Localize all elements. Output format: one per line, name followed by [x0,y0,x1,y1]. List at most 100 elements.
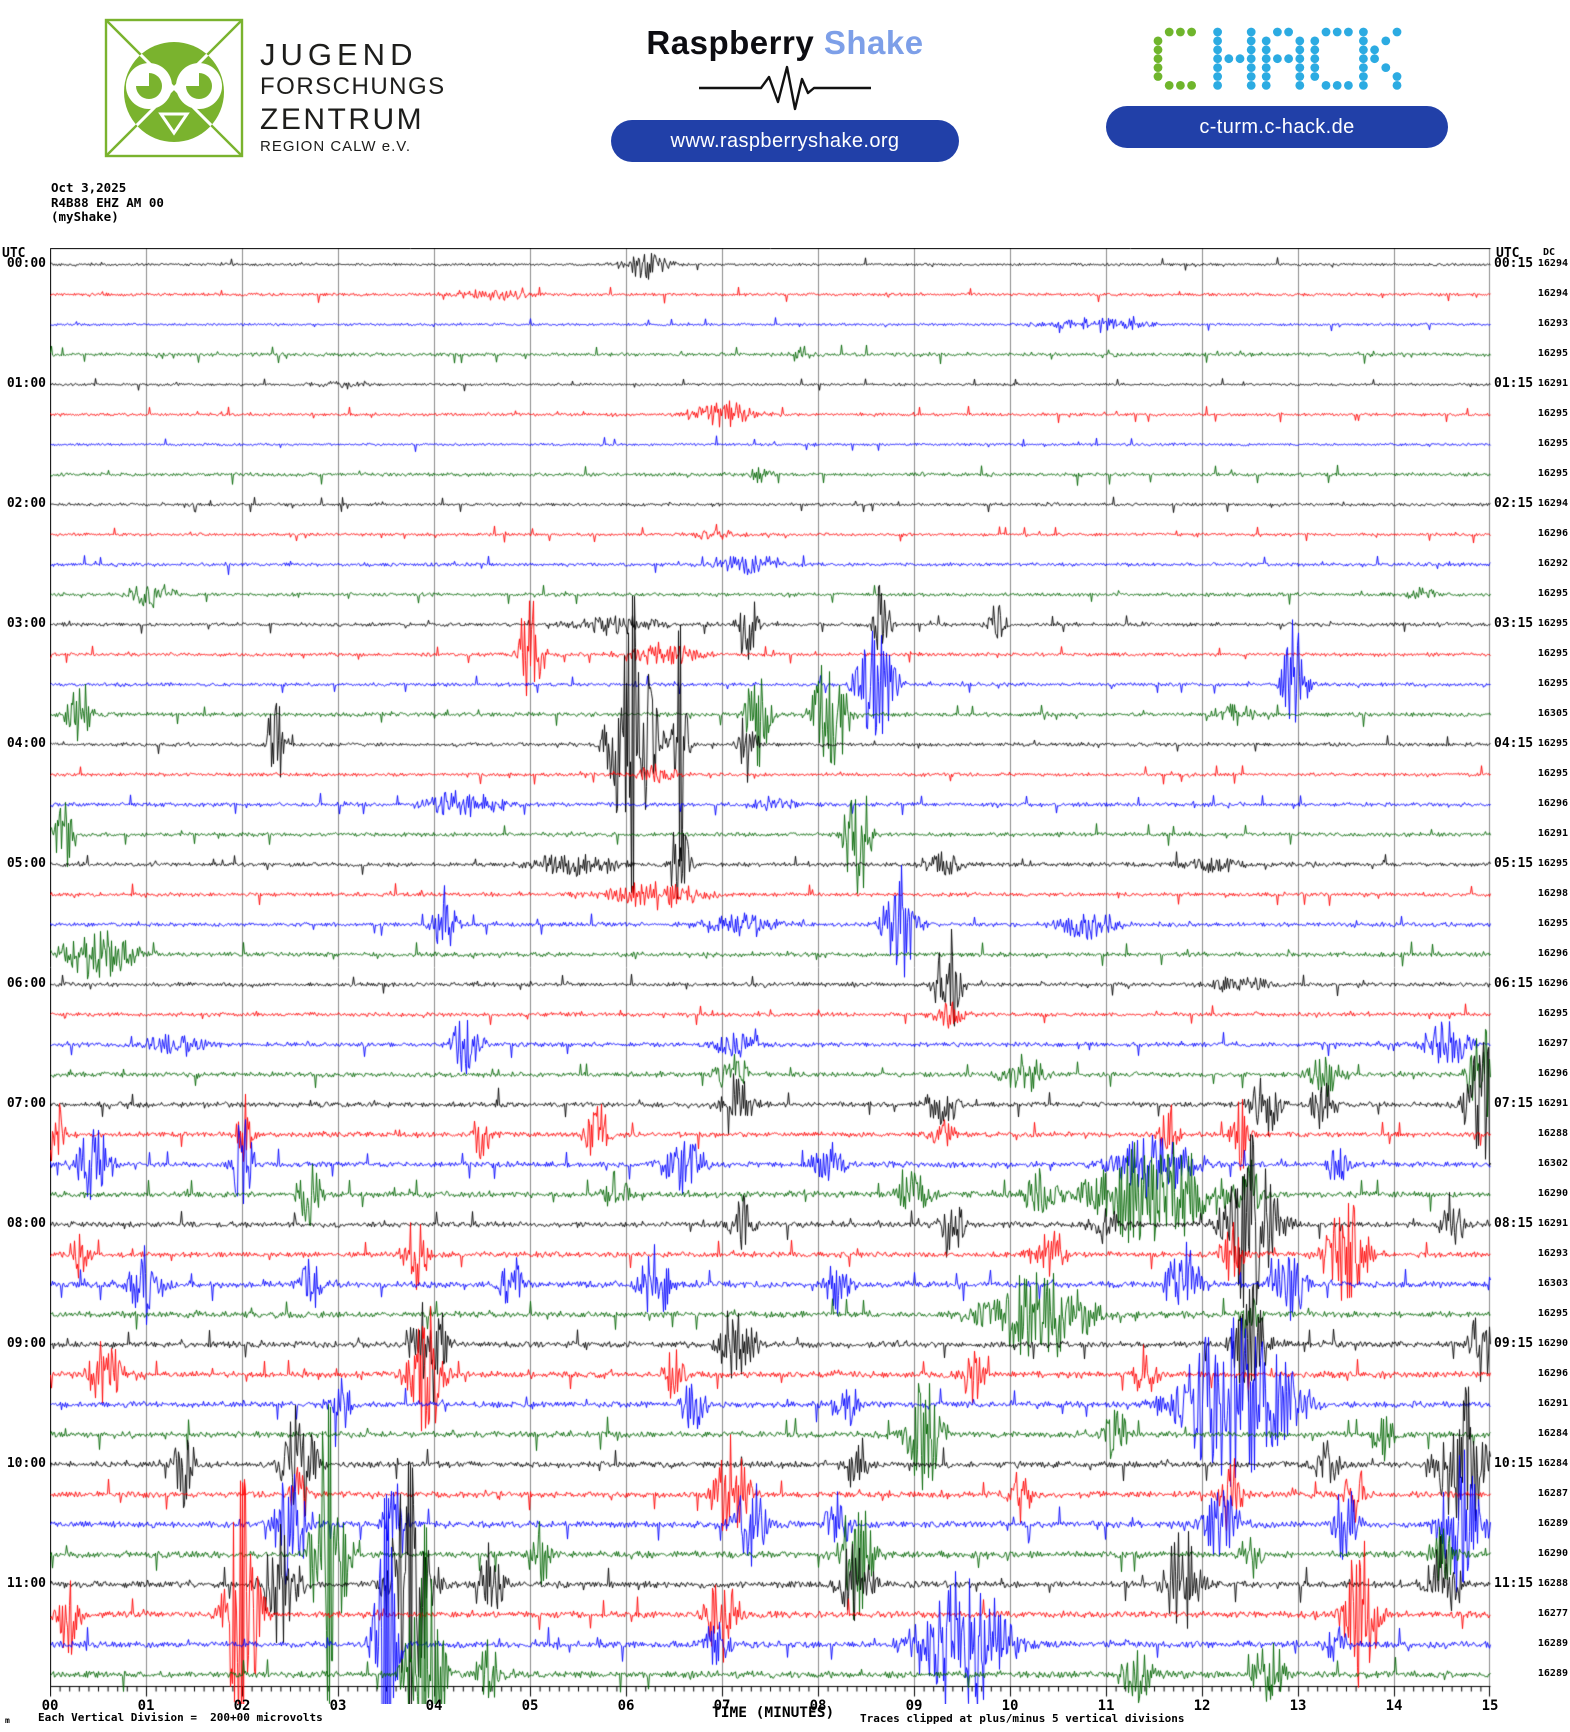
right-hour-label: 08:15 [1494,1216,1534,1231]
dc-value: 16293 [1537,1248,1568,1259]
plot-network: (myShake) [51,209,119,224]
left-hour-label: 10:00 [6,1456,46,1471]
clip-note: Traces clipped at plus/minus 5 vertical … [860,1712,1185,1725]
dc-value: 16277 [1537,1608,1568,1619]
left-hour-label: 09:00 [6,1336,46,1351]
x-tick-label: 05 [521,1698,539,1714]
dc-value: 16303 [1537,1278,1568,1289]
dc-value: 16295 [1537,918,1568,929]
raspberryshake-url-button[interactable]: www.raspberryshake.org [611,120,959,162]
dc-value: 16296 [1537,528,1568,539]
right-hour-label: 11:15 [1494,1576,1534,1591]
right-hour-label: 03:15 [1494,616,1534,631]
chack-logo-icon [1153,27,1402,90]
jfz-line-3: ZENTRUM [260,103,425,136]
dc-value: 16298 [1537,888,1568,899]
dc-value: 16288 [1537,1578,1568,1589]
right-hour-label: 06:15 [1494,976,1534,991]
x-tick-label: 08 [809,1698,827,1714]
dc-value: 16292 [1537,558,1568,569]
x-tick-label: 14 [1385,1698,1403,1714]
dc-value: 16290 [1537,1548,1568,1559]
plot-date: Oct 3,2025 [51,180,127,195]
dc-value: 16295 [1537,858,1568,869]
right-hour-label: 01:15 [1494,376,1534,391]
left-hour-label: 02:00 [6,496,46,511]
dc-value: 16295 [1537,648,1568,659]
dc-value: 16302 [1537,1158,1568,1169]
jfz-logo-text: JUGEND FORSCHUNGS ZENTRUM REGION CALW e.… [260,18,446,158]
dc-value: 16291 [1537,1218,1568,1229]
dc-value: 16295 [1537,1008,1568,1019]
plot-title: Oct 3,2025 R4B88 EHZ AM 00 (myShake) [51,180,164,225]
dc-value: 16295 [1537,768,1568,779]
dc-value: 16295 [1537,738,1568,749]
left-hour-label: 05:00 [6,856,46,871]
dc-value: 16296 [1537,798,1568,809]
owl-logo-icon [104,18,244,158]
dc-value: 16290 [1537,1338,1568,1349]
scale-note: Each Vertical Division = 200+00 microvol… [38,1711,323,1724]
dc-value: 16289 [1537,1518,1568,1529]
dc-value: 16284 [1537,1428,1568,1439]
right-hour-label: 00:15 [1494,256,1534,271]
left-hour-label: 06:00 [6,976,46,991]
x-tick-label: 09 [905,1698,923,1714]
corner-glyph: m [5,1716,10,1725]
dc-value: 16296 [1537,1368,1568,1379]
left-hour-label: 08:00 [6,1216,46,1231]
dc-value: 16291 [1537,1398,1568,1409]
dc-value: 16295 [1537,438,1568,449]
right-utc-header: UTC [1496,246,1520,261]
x-tick-label: 04 [425,1698,443,1714]
dc-value: 16305 [1537,708,1568,719]
dc-value: 16296 [1537,948,1568,959]
jfz-line-1: JUGEND [260,37,418,72]
x-tick-label: 00 [41,1698,59,1714]
right-hour-label: 09:15 [1494,1336,1534,1351]
left-hour-label: 01:00 [6,376,46,391]
dc-value: 16293 [1537,318,1568,329]
chack-block: c-turm.c-hack.de [1106,26,1448,148]
dc-value: 16295 [1537,1308,1568,1319]
x-tick-label: 13 [1289,1698,1307,1714]
left-hour-label: 03:00 [6,616,46,631]
shake-word: Shake [823,24,924,61]
jfz-logo-block: JUGEND FORSCHUNGS ZENTRUM REGION CALW e.… [104,18,446,158]
dc-value: 16289 [1537,1638,1568,1649]
x-tick-label: 10 [1001,1698,1019,1714]
chack-url-label: c-turm.c-hack.de [1199,115,1355,138]
x-tick-label: 07 [713,1698,731,1714]
raspberryshake-block: Raspberry Shake www.raspberryshake.org [565,24,1005,162]
x-tick-label: 02 [233,1698,251,1714]
left-hour-label: 04:00 [6,736,46,751]
seismic-wave-icon [699,65,871,111]
dc-value: 16294 [1537,498,1568,509]
dc-value: 16287 [1537,1488,1568,1499]
dc-value: 16295 [1537,408,1568,419]
x-axis-title: TIME (MINUTES) [712,1705,835,1721]
jfz-line-2: FORSCHUNGS [260,73,446,100]
x-tick-label: 11 [1097,1698,1115,1714]
dc-value: 16295 [1537,348,1568,359]
x-tick-label: 01 [137,1698,155,1714]
x-tick-label: 03 [329,1698,347,1714]
chack-url-button[interactable]: c-turm.c-hack.de [1106,106,1448,148]
left-utc-header: UTC [2,246,26,261]
dc-value: 16288 [1537,1128,1568,1139]
helicorder-canvas [50,248,1492,1704]
dc-value: 16291 [1537,378,1568,389]
raspberryshake-logo-text: Raspberry Shake [565,24,1005,62]
raspberry-word: Raspberry [646,24,815,61]
dc-value: 16295 [1537,618,1568,629]
x-tick-label: 12 [1193,1698,1211,1714]
right-hour-label: 02:15 [1494,496,1534,511]
dc-value: 16284 [1537,1458,1568,1469]
dc-value: 16291 [1537,1098,1568,1109]
right-hour-label: 05:15 [1494,856,1534,871]
dc-value: 16297 [1537,1038,1568,1049]
dc-value: 16295 [1537,588,1568,599]
x-tick-label: 15 [1481,1698,1499,1714]
left-hour-label: 00:00 [6,256,46,271]
dc-value: 16294 [1537,258,1568,269]
